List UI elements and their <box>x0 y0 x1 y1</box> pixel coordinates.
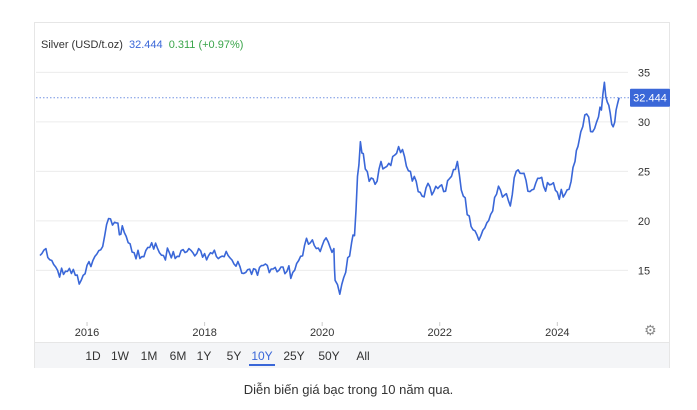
chart-legend: Silver (USD/t.oz) 32.444 0.311 (+0.97%) <box>41 39 243 51</box>
last-value-tag: 32.444 <box>630 88 670 107</box>
y-tick-label-25: 25 <box>638 166 650 178</box>
x-tick-label-2016: 2016 <box>75 327 99 339</box>
last-value-tag-background <box>630 88 670 107</box>
gear-icon[interactable]: ⚙ <box>644 322 657 338</box>
chart-grid <box>36 71 628 271</box>
x-axis-ticks: 2016 2018 2020 2022 2024 <box>75 322 570 339</box>
last-value-tag-label: 32.444 <box>633 93 667 105</box>
legend-change: 0.311 (+0.97%) <box>168 39 244 51</box>
series-points <box>39 81 620 295</box>
x-tick-label-2020: 2020 <box>310 327 334 339</box>
y-axis-ticks: 15 20 25 30 35 <box>638 67 650 277</box>
range-button-1m[interactable]: 1M <box>138 346 160 366</box>
legend-instrument-name: Silver (USD/t.oz) <box>41 39 123 51</box>
legend-last-value: 32.444 <box>128 39 163 51</box>
range-button-1y[interactable]: 1Y <box>195 346 213 366</box>
range-toolbar: 1D 1W 1M 6M 1Y 5Y 10Y 25Y 50Y All <box>35 342 669 368</box>
range-button-6m[interactable]: 6M <box>166 346 190 366</box>
series-line-silver <box>39 81 620 295</box>
y-tick-label-30: 30 <box>638 117 650 129</box>
range-button-all[interactable]: All <box>352 346 374 366</box>
y-tick-label-15: 15 <box>638 265 650 277</box>
y-tick-label-20: 20 <box>638 216 650 228</box>
range-button-25y[interactable]: 25Y <box>281 346 307 366</box>
x-tick-label-2018: 2018 <box>192 327 216 339</box>
range-button-1d[interactable]: 1D <box>83 346 103 366</box>
range-button-50y[interactable]: 50Y <box>315 346 343 366</box>
range-button-10y[interactable]: 10Y <box>249 346 275 366</box>
x-tick-label-2022: 2022 <box>428 327 452 339</box>
y-tick-label-35: 35 <box>638 67 650 79</box>
x-tick-label-2024: 2024 <box>545 327 569 339</box>
range-button-1w[interactable]: 1W <box>107 346 133 366</box>
range-button-5y[interactable]: 5Y <box>224 346 244 366</box>
chart-caption: Diễn biến giá bạc trong 10 năm qua. <box>243 382 454 397</box>
